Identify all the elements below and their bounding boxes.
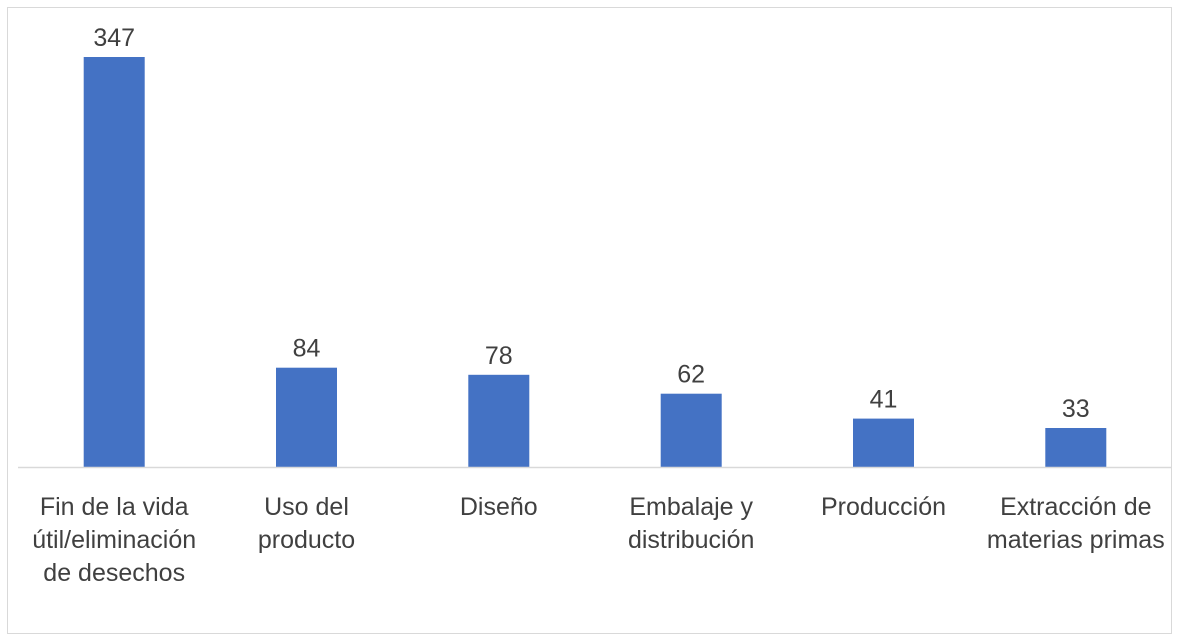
data-label-4: 41 (870, 386, 898, 414)
category-labels-layer: Fin de la vida útil/eliminación de desecho… (32, 493, 1164, 587)
category-label-4: Producción (821, 493, 946, 521)
bar-0 (83, 57, 145, 467)
bar-1 (276, 367, 337, 467)
data-label-0: 347 (93, 24, 135, 52)
data-label-1: 84 (293, 335, 321, 363)
data-label-5: 33 (1062, 395, 1090, 423)
category-label-5-line-0: Extracción de (1000, 493, 1151, 521)
data-labels-layer: 347 84 78 62 41 33 (93, 24, 1089, 423)
category-label-1: Uso del producto (258, 493, 355, 554)
category-label-3: Embalaje y distribución (628, 493, 754, 554)
category-label-2: Diseño (460, 493, 538, 521)
category-label-4-line-0: Producción (821, 493, 946, 521)
category-label-0-line-0: Fin de la vida (40, 493, 189, 521)
category-label-1-line-0: Uso del (264, 493, 349, 521)
category-label-2-line-0: Diseño (460, 493, 538, 521)
category-label-5: Extracción de materias primas (987, 493, 1165, 554)
data-label-3: 62 (677, 361, 705, 389)
bar-4 (853, 418, 914, 467)
bar-3 (660, 393, 722, 467)
chart-border (7, 7, 1172, 634)
bars-layer (83, 57, 1107, 467)
category-label-0-line-2: de desechos (43, 559, 185, 587)
bar-2 (468, 374, 530, 467)
category-label-1-line-1: producto (258, 526, 355, 554)
category-label-0-line-1: útil/eliminación (32, 526, 196, 554)
category-label-3-line-1: distribución (628, 526, 754, 554)
category-label-0: Fin de la vida útil/eliminación de desecho… (32, 493, 196, 587)
data-label-2: 78 (485, 342, 513, 370)
bar-5 (1045, 428, 1107, 467)
category-label-3-line-0: Embalaje y (629, 493, 753, 521)
category-label-5-line-1: materias primas (987, 526, 1165, 554)
